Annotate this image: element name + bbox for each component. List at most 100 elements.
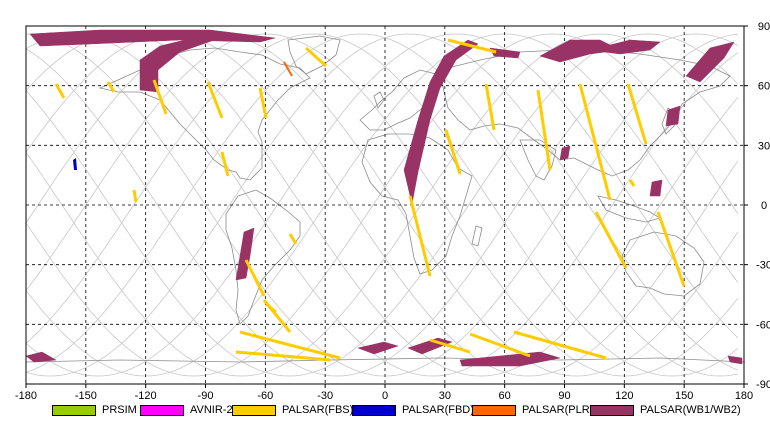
legend-item-avnir2: AVNIR-2	[140, 402, 233, 418]
wb-swath-canada	[139, 33, 221, 93]
coast-north-america	[98, 47, 311, 181]
fbs-track-6	[258, 87, 268, 119]
wb-swath-japan	[665, 105, 681, 127]
fbs-track-22	[536, 89, 552, 171]
coast-indonesia	[597, 195, 661, 223]
coast-asia	[439, 49, 731, 177]
legend: PRSIM AVNIR-2 PALSAR(FBS) PALSAR(FBD) PA…	[0, 402, 770, 422]
legend-item-prsim: PRSIM	[52, 402, 137, 418]
fbs-track-26	[656, 211, 686, 287]
wb-swath-china	[559, 145, 571, 161]
wb-swath-north-pacific	[29, 29, 276, 47]
legend-label-avnir2: AVNIR-2	[190, 404, 233, 416]
fbs-track-21	[429, 338, 471, 354]
y-tick-label-2: 30	[758, 140, 770, 152]
x-tick-label-11: 150	[675, 390, 693, 402]
fbs-track-27	[628, 179, 636, 187]
fbs-track-20	[513, 330, 607, 360]
y-tick-label-6: -90	[756, 379, 770, 391]
x-tick-label-1: -150	[75, 390, 97, 402]
fbs-track-1	[54, 83, 66, 99]
fbs-track-4	[206, 81, 224, 119]
coast-madagascar	[471, 225, 483, 247]
x-tick-label-4: -60	[257, 390, 273, 402]
wb-swaths	[25, 29, 743, 367]
fbs-track-14	[235, 350, 331, 362]
y-tick-label-1: 60	[758, 81, 770, 93]
legend-label-plr: PALSAR(PLR)	[522, 404, 594, 416]
legend-label-prsim: PRSIM	[102, 404, 137, 416]
fbs-swaths	[54, 38, 686, 362]
legend-swatch-wb	[590, 404, 634, 416]
x-tick-label-3: -90	[198, 390, 214, 402]
wb-swath-siberia-1	[489, 47, 521, 59]
wb-swath-africa-europe	[403, 39, 479, 205]
orbit-track-14	[25, 33, 739, 377]
legend-swatch-prsim	[52, 404, 96, 416]
fbs-track-12	[262, 299, 292, 333]
legend-swatch-fbd	[352, 404, 396, 416]
x-tick-label-12: 180	[735, 390, 753, 402]
fbs-track-8	[304, 46, 328, 68]
fbd-swath-hawaii	[73, 158, 77, 170]
coastlines	[25, 35, 746, 363]
wb-swath-antarctic-1	[25, 351, 57, 363]
coast-africa	[361, 133, 473, 275]
fbs-track-13	[239, 330, 341, 360]
fbs-track-19	[469, 332, 531, 358]
x-tick-label-2: -120	[135, 390, 157, 402]
fbs-track-17	[408, 195, 432, 277]
fbs-track-9	[288, 233, 298, 245]
x-tick-label-10: 120	[615, 390, 633, 402]
y-tick-label-4: -30	[756, 260, 770, 272]
fbs-track-25	[626, 83, 648, 145]
coast-india	[519, 139, 557, 181]
wb-swath-antarctic-5	[727, 355, 743, 365]
orbit-track-13	[25, 33, 739, 377]
y-tick-label-3: 0	[761, 200, 767, 212]
fbs-track-15	[447, 38, 497, 54]
x-tick-label-5: -30	[317, 390, 333, 402]
wb-swath-northeast-asia	[685, 41, 735, 83]
legend-swatch-fbs	[232, 404, 276, 416]
x-tick-label-9: 90	[558, 390, 570, 402]
x-tick-label-6: 0	[382, 390, 388, 402]
coast-australia	[621, 231, 705, 297]
legend-label-fbd: PALSAR(FBD)	[402, 404, 474, 416]
legend-label-fbs: PALSAR(FBS)	[282, 404, 354, 416]
fbs-track-5	[220, 151, 230, 177]
legend-item-plr: PALSAR(PLR)	[472, 402, 593, 418]
legend-swatch-avnir2	[140, 404, 184, 416]
fbd-swaths	[73, 158, 77, 170]
x-tick-label-7: 30	[439, 390, 451, 402]
coast-uk	[373, 91, 385, 109]
wb-swath-andes	[235, 227, 255, 281]
y-tick-label-0: 90	[758, 21, 770, 33]
orbit-track-0	[25, 33, 739, 377]
fbs-track-16	[444, 129, 462, 175]
y-tick-labels: 90 60 30 0 -30 -60 -90	[744, 21, 770, 391]
orbit-track-12	[25, 33, 739, 377]
legend-label-wb: PALSAR(WB1/WB2)	[640, 404, 741, 416]
fbs-track-18	[484, 83, 496, 131]
fbs-track-7	[132, 189, 138, 203]
wb-swath-siberia-3	[589, 39, 661, 55]
x-tick-labels: -180 -150 -120 -90 -60 -30 0 30 60 90 120 150 180	[15, 384, 753, 402]
legend-item-fbd: PALSAR(FBD)	[352, 402, 474, 418]
legend-item-wb: PALSAR(WB1/WB2)	[590, 402, 741, 418]
coast-south-america	[225, 189, 301, 325]
y-tick-label-5: -60	[756, 319, 770, 331]
wb-swath-pacific-islands	[649, 179, 663, 197]
wb-swath-antarctic-2	[357, 341, 399, 355]
plr-track-1	[283, 61, 293, 77]
fbs-track-3	[152, 79, 168, 115]
fbs-track-23	[578, 83, 612, 201]
fbs-track-24	[594, 211, 628, 269]
legend-swatch-plr	[472, 404, 516, 416]
fbs-track-10	[244, 259, 266, 297]
wb-swath-antarctic-4	[459, 351, 561, 367]
legend-item-fbs: PALSAR(FBS)	[232, 402, 353, 418]
x-tick-label-8: 60	[499, 390, 511, 402]
